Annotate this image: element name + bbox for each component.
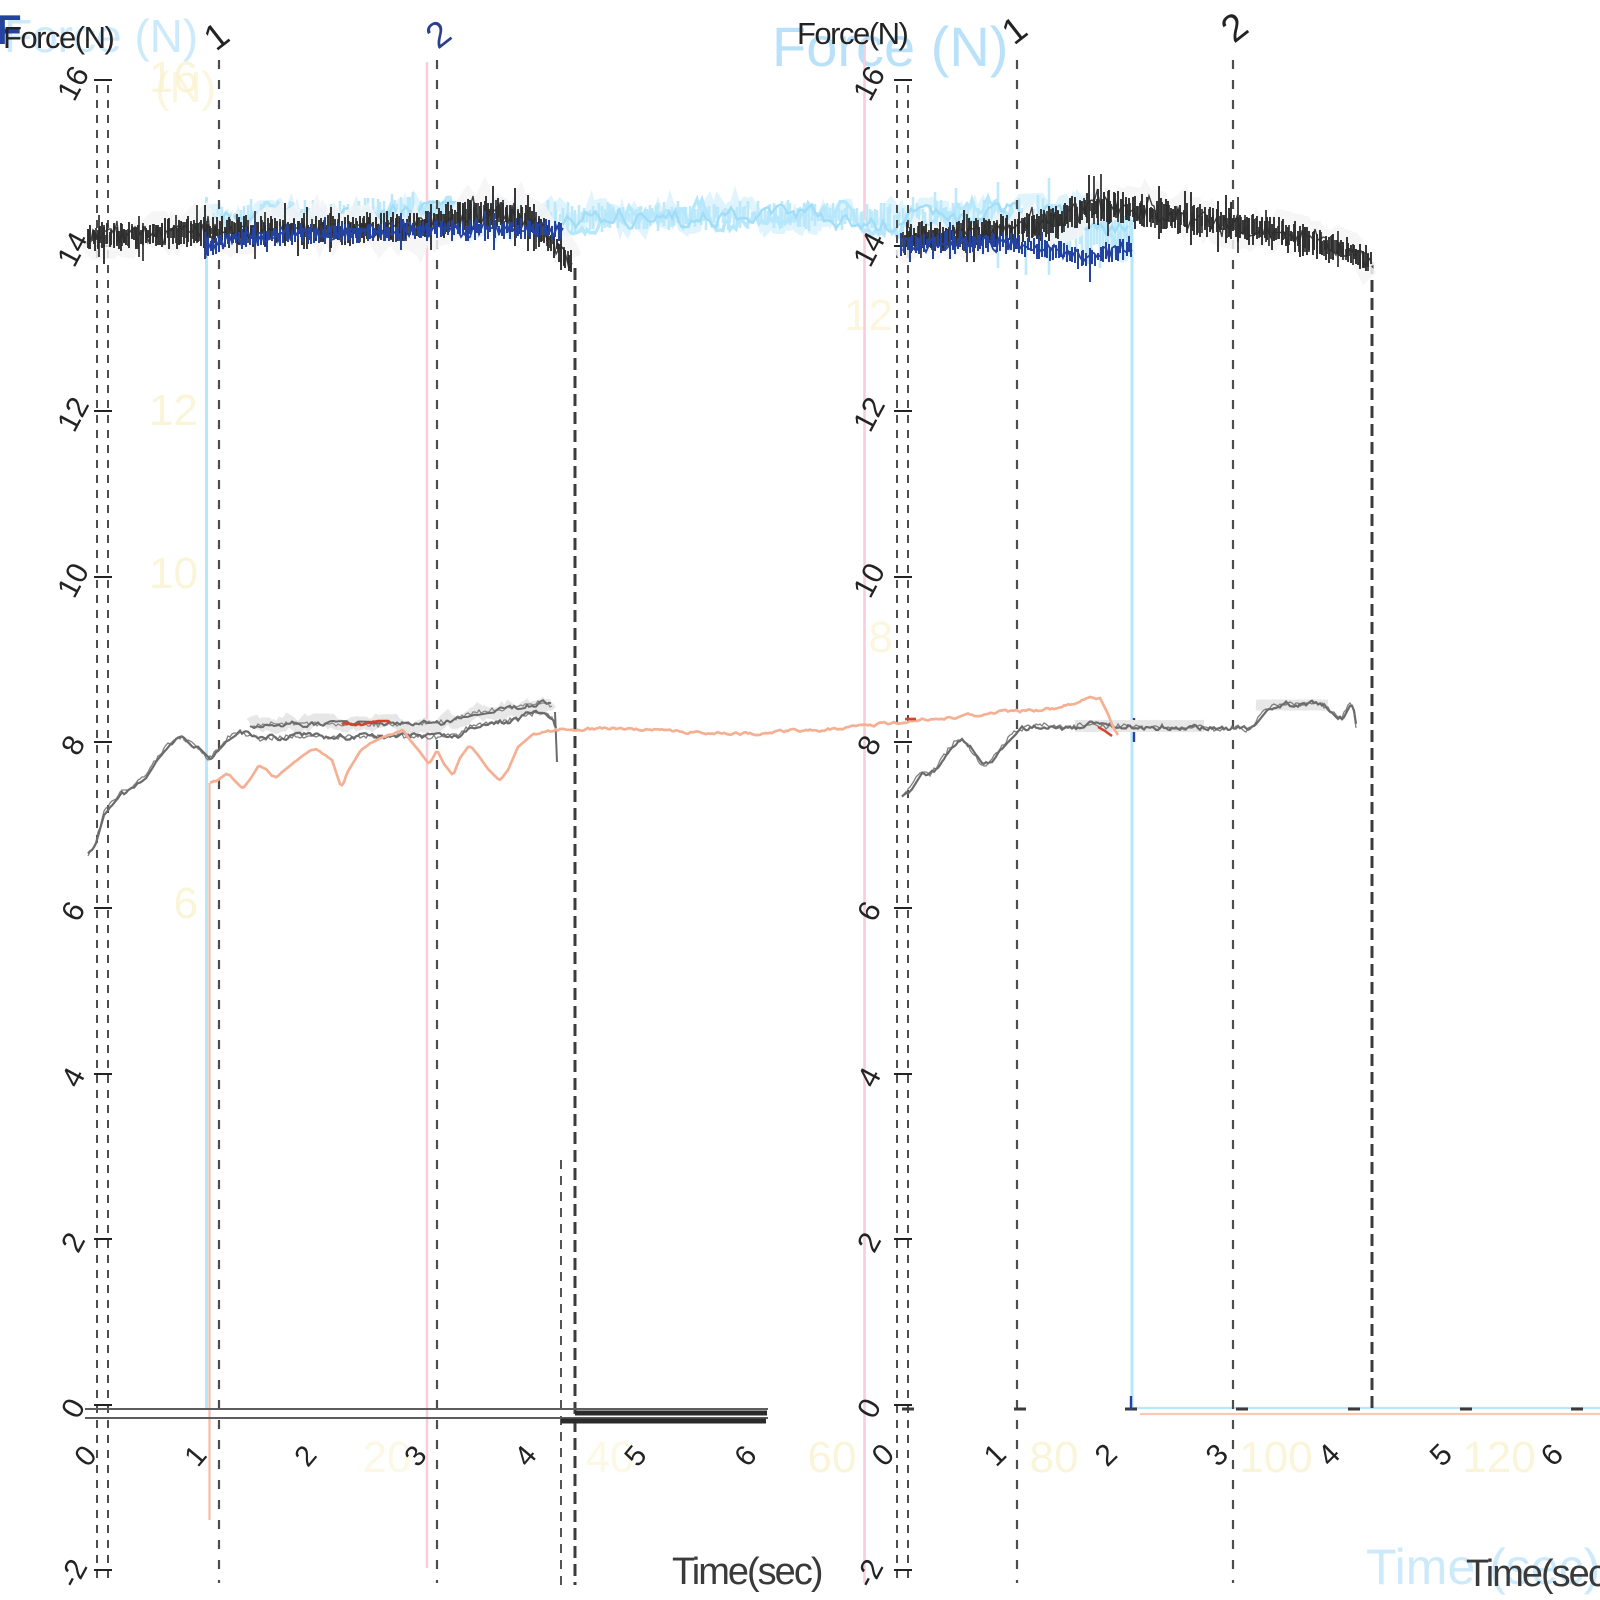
svg-text:Force (N): Force (N)	[4, 10, 198, 62]
svg-text:10: 10	[149, 549, 198, 598]
svg-text:8: 8	[869, 613, 893, 662]
svg-text:16: 16	[149, 53, 198, 102]
svg-text:12: 12	[149, 386, 198, 435]
svg-text:100: 100	[1239, 1433, 1312, 1482]
svg-text:Force (N): Force (N)	[772, 15, 1008, 78]
svg-text:12: 12	[844, 291, 893, 340]
svg-text:(N): (N)	[155, 63, 216, 112]
svg-text:Force(N): Force(N)	[3, 20, 113, 55]
svg-text:6: 6	[174, 879, 198, 928]
svg-text:Time(sec): Time(sec)	[1466, 1553, 1600, 1595]
svg-text:80: 80	[1030, 1433, 1079, 1482]
svg-text:20: 20	[363, 1433, 412, 1482]
svg-text:120: 120	[1462, 1433, 1535, 1482]
svg-text:60: 60	[808, 1433, 857, 1482]
svg-text:Time(sec): Time(sec)	[672, 1551, 822, 1593]
svg-text:Time (sec): Time (sec)	[1366, 1539, 1600, 1595]
svg-text:40: 40	[586, 1433, 635, 1482]
svg-text:F: F	[0, 6, 22, 53]
svg-text:Force(N): Force(N)	[797, 16, 907, 51]
